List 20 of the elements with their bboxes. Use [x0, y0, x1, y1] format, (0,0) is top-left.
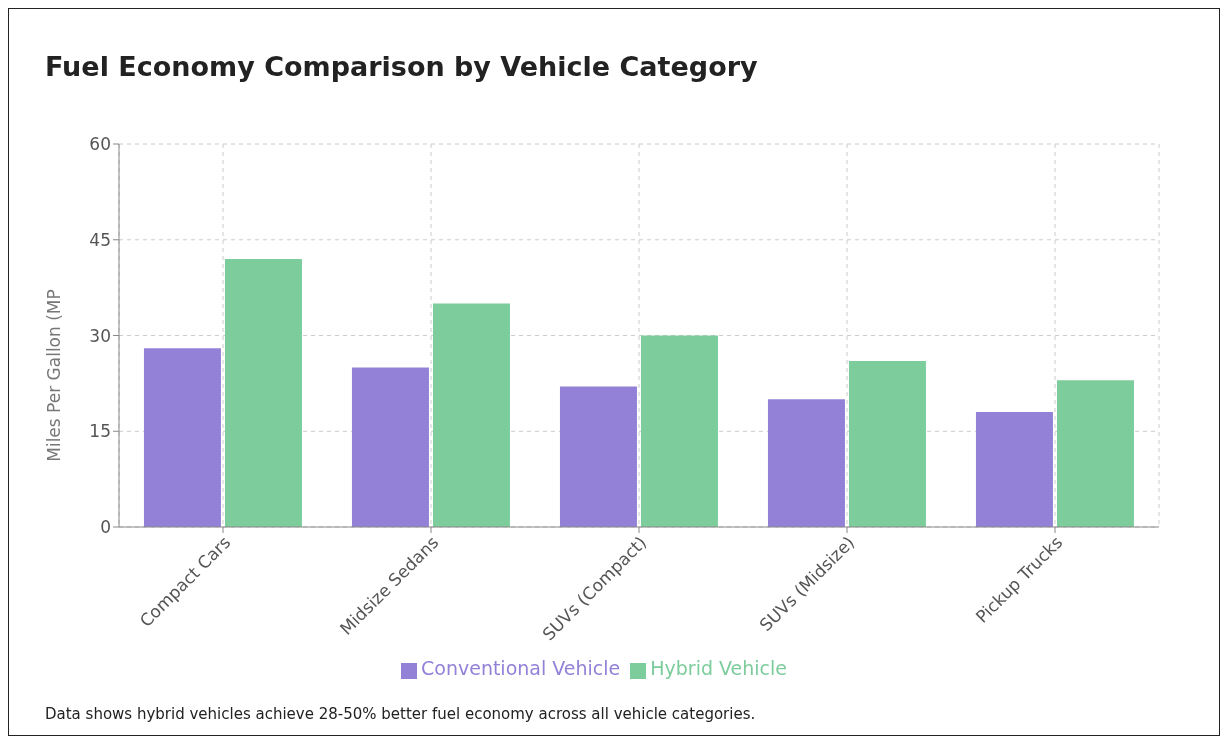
y-tick-label: 0 [100, 517, 111, 538]
y-axis-title: Miles Per Gallon (MP [44, 289, 65, 462]
chart-title: Fuel Economy Comparison by Vehicle Category [45, 51, 758, 82]
legend-label: Hybrid Vehicle [650, 657, 787, 679]
bar [351, 367, 429, 527]
text: Data shows hybrid vehicles achieve 28-50% better fuel economy across all vehicle categories. [45, 705, 756, 723]
bar [432, 303, 510, 527]
y-tick-label: 45 [89, 229, 111, 250]
bar [767, 399, 845, 527]
bar [559, 386, 637, 527]
bar [1056, 380, 1134, 527]
bar [975, 412, 1053, 527]
bar [143, 348, 221, 527]
bar [848, 361, 926, 527]
bar [224, 258, 302, 527]
legend-label: Conventional Vehicle [421, 657, 621, 679]
y-tick-label: 15 [89, 421, 111, 442]
bar [640, 335, 718, 527]
y-tick-label: 60 [89, 134, 111, 155]
y-tick-label: 30 [89, 325, 111, 346]
